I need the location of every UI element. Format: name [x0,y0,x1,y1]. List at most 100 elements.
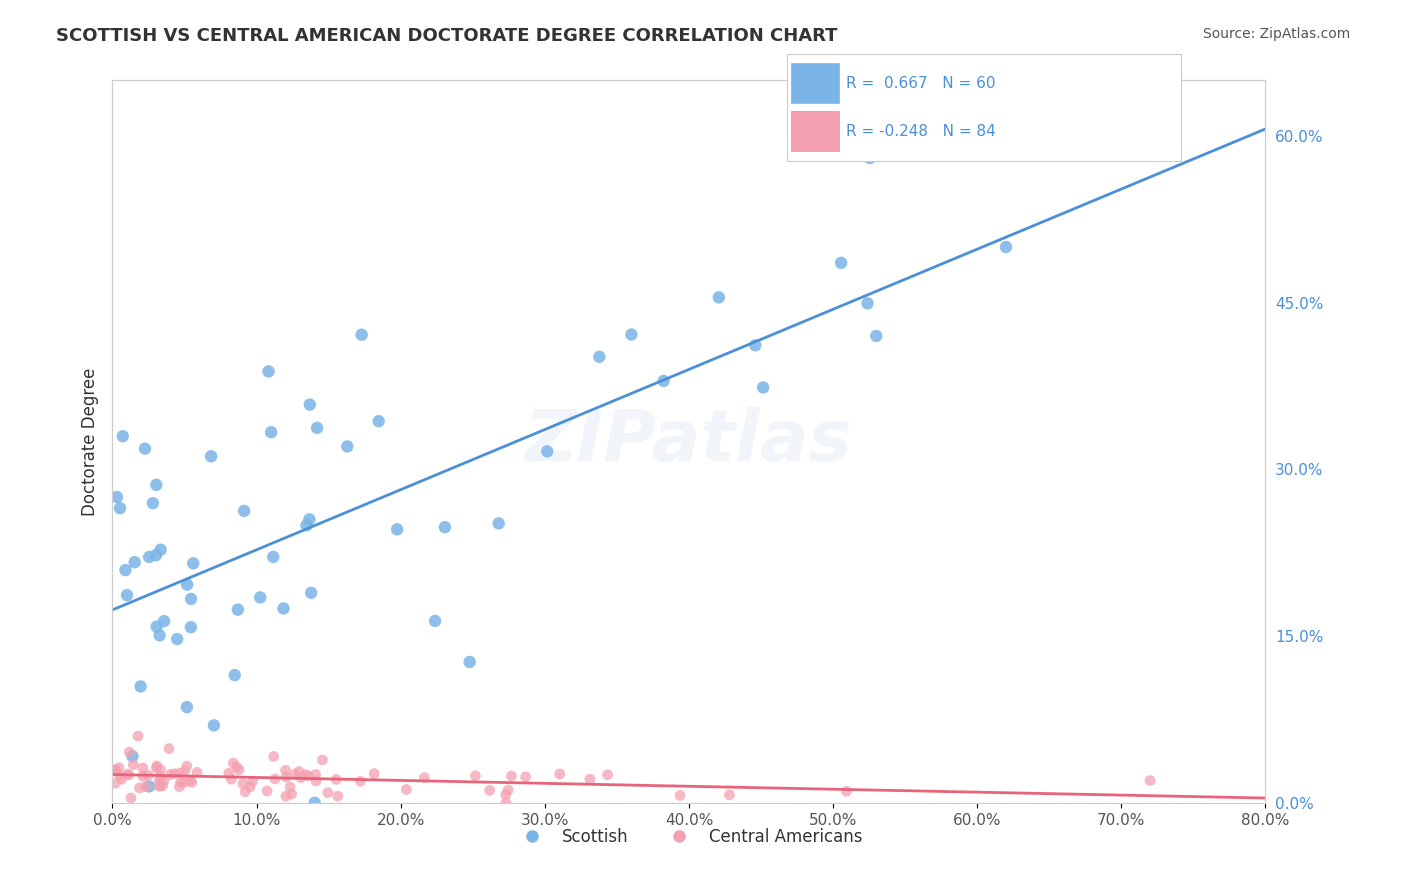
Central Americans [228,763,250,777]
Scottish [153,614,176,628]
Central Americans [225,760,247,774]
Text: R =  0.667   N = 60: R = 0.667 N = 60 [846,76,995,91]
Scottish [257,364,280,378]
Central Americans [159,767,181,781]
Central Americans [163,766,186,780]
Scottish [149,542,172,557]
Scottish [262,549,284,564]
Central Americans [180,775,202,789]
Central Americans [232,777,254,791]
Central Americans [294,767,316,781]
Central Americans [263,749,285,764]
Central Americans [274,770,297,784]
FancyBboxPatch shape [792,112,838,151]
Scottish [588,350,610,364]
Central Americans [233,785,256,799]
Scottish [142,496,165,510]
Scottish [181,557,204,571]
Central Americans [501,769,523,783]
Central Americans [118,768,141,782]
Central Americans [288,764,311,779]
Central Americans [132,769,155,783]
Central Americans [242,774,264,789]
Central Americans [153,773,176,788]
Central Americans [325,772,347,787]
Central Americans [173,764,195,779]
Scottish [145,548,167,562]
Central Americans [596,768,619,782]
Central Americans [104,763,127,777]
Central Americans [548,767,571,781]
Scottish [166,632,188,646]
Scottish [111,429,134,443]
Scottish [108,501,131,516]
Central Americans [157,741,180,756]
Central Americans [221,772,243,786]
Central Americans [136,768,159,782]
Scottish [134,442,156,456]
Central Americans [145,761,167,775]
Central Americans [122,757,145,772]
Scottish [180,591,202,606]
Central Americans [127,729,149,743]
Text: Source: ZipAtlas.com: Source: ZipAtlas.com [1202,27,1350,41]
Central Americans [316,786,339,800]
Central Americans [305,774,328,789]
Scottish [121,749,143,764]
Scottish [367,414,389,428]
Scottish [105,490,128,504]
Scottish [423,614,446,628]
Central Americans [579,772,602,786]
Central Americans [280,787,302,801]
Central Americans [173,775,195,789]
Central Americans [149,779,172,793]
Scottish [249,591,271,605]
Scottish [273,601,295,615]
Central Americans [326,789,349,804]
Central Americans [290,771,312,785]
Central Americans [478,783,501,797]
Central Americans [669,789,692,803]
Scottish [114,563,136,577]
Scottish [744,338,766,352]
Scottish [830,256,852,270]
Scottish [488,516,510,531]
Scottish [176,700,198,714]
Scottish [304,796,326,810]
Scottish [620,327,643,342]
Central Americans [349,774,371,789]
Central Americans [395,782,418,797]
Scottish [138,780,160,794]
Central Americans [297,769,319,783]
Y-axis label: Doctorate Degree: Doctorate Degree [80,368,98,516]
Scottish [536,444,558,458]
Central Americans [117,767,139,781]
Scottish [233,504,256,518]
Scottish [129,680,152,694]
Central Americans [464,769,486,783]
Scottish [180,620,202,634]
Central Americans [239,780,262,794]
Central Americans [152,779,174,793]
Scottish [299,586,322,600]
Scottish [652,374,675,388]
Scottish [307,421,329,435]
Central Americans [496,783,519,797]
Central Americans [218,766,240,780]
Central Americans [135,780,157,794]
Central Americans [363,766,385,780]
Scottish [115,588,138,602]
Central Americans [146,759,169,773]
Central Americans [169,780,191,794]
Central Americans [835,784,858,798]
Central Americans [256,784,278,798]
Central Americans [149,769,172,783]
Central Americans [132,761,155,775]
Central Americans [148,779,170,793]
Text: SCOTTISH VS CENTRAL AMERICAN DOCTORATE DEGREE CORRELATION CHART: SCOTTISH VS CENTRAL AMERICAN DOCTORATE D… [56,27,838,45]
Central Americans [304,767,326,781]
Central Americans [186,765,208,780]
Scottish [202,718,225,732]
Scottish [138,549,160,564]
Central Americans [264,772,287,786]
